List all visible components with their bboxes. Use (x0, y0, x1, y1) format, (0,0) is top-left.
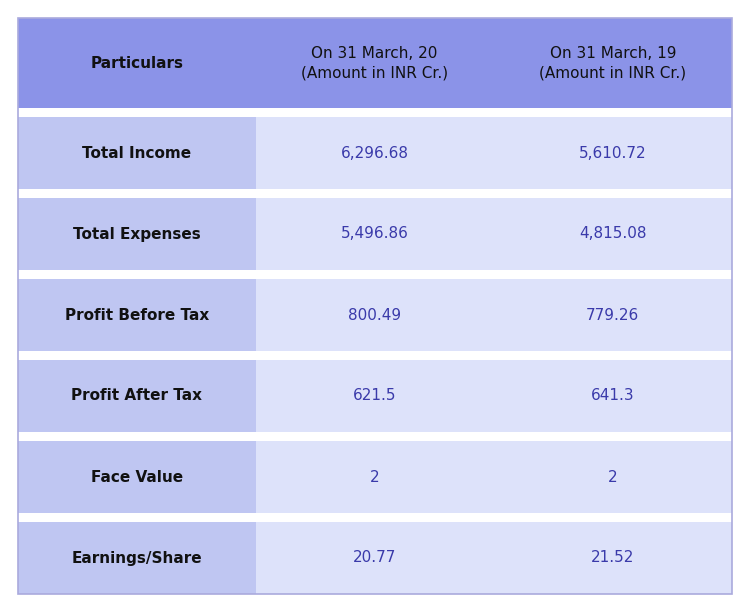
Bar (494, 198, 732, 270)
Text: Profit Before Tax: Profit Before Tax (64, 307, 209, 322)
Bar (18, 432, 732, 441)
Text: Profit After Tax: Profit After Tax (71, 389, 202, 404)
Text: Earnings/Share: Earnings/Share (71, 551, 202, 566)
Bar (494, 360, 732, 432)
Text: 5,610.72: 5,610.72 (579, 145, 646, 160)
Text: 621.5: 621.5 (353, 389, 397, 404)
Text: On 31 March, 19
(Amount in INR Cr.): On 31 March, 19 (Amount in INR Cr.) (539, 45, 686, 80)
Bar (494, 441, 732, 513)
Bar (18, 441, 256, 513)
Bar (18, 270, 732, 279)
Text: Total Expenses: Total Expenses (73, 227, 201, 242)
Bar (18, 117, 256, 189)
Bar (18, 189, 732, 198)
Bar (18, 279, 256, 351)
Bar (494, 522, 732, 594)
Bar (18, 351, 732, 360)
Text: Face Value: Face Value (91, 469, 183, 484)
Text: Particulars: Particulars (91, 56, 184, 71)
Bar (18, 513, 732, 522)
Text: 641.3: 641.3 (591, 389, 634, 404)
Bar (18, 18, 256, 108)
Bar (494, 279, 732, 351)
Bar (256, 279, 494, 351)
Text: 800.49: 800.49 (348, 307, 401, 322)
Bar (256, 198, 494, 270)
Text: On 31 March, 20
(Amount in INR Cr.): On 31 March, 20 (Amount in INR Cr.) (301, 45, 448, 80)
Text: 21.52: 21.52 (591, 551, 634, 566)
Bar (18, 522, 256, 594)
Text: 6,296.68: 6,296.68 (340, 145, 409, 160)
Text: 2: 2 (608, 469, 617, 484)
Text: 5,496.86: 5,496.86 (340, 227, 409, 242)
Bar (18, 360, 256, 432)
Text: 20.77: 20.77 (353, 551, 396, 566)
Bar (494, 117, 732, 189)
Bar (256, 522, 494, 594)
Bar (18, 198, 256, 270)
Bar (256, 360, 494, 432)
Bar (494, 18, 732, 108)
Bar (256, 117, 494, 189)
Bar (256, 18, 494, 108)
Bar (18, 108, 732, 117)
Text: Total Income: Total Income (82, 145, 191, 160)
Text: 2: 2 (370, 469, 380, 484)
Text: 779.26: 779.26 (586, 307, 640, 322)
Bar (256, 441, 494, 513)
Text: 4,815.08: 4,815.08 (579, 227, 646, 242)
